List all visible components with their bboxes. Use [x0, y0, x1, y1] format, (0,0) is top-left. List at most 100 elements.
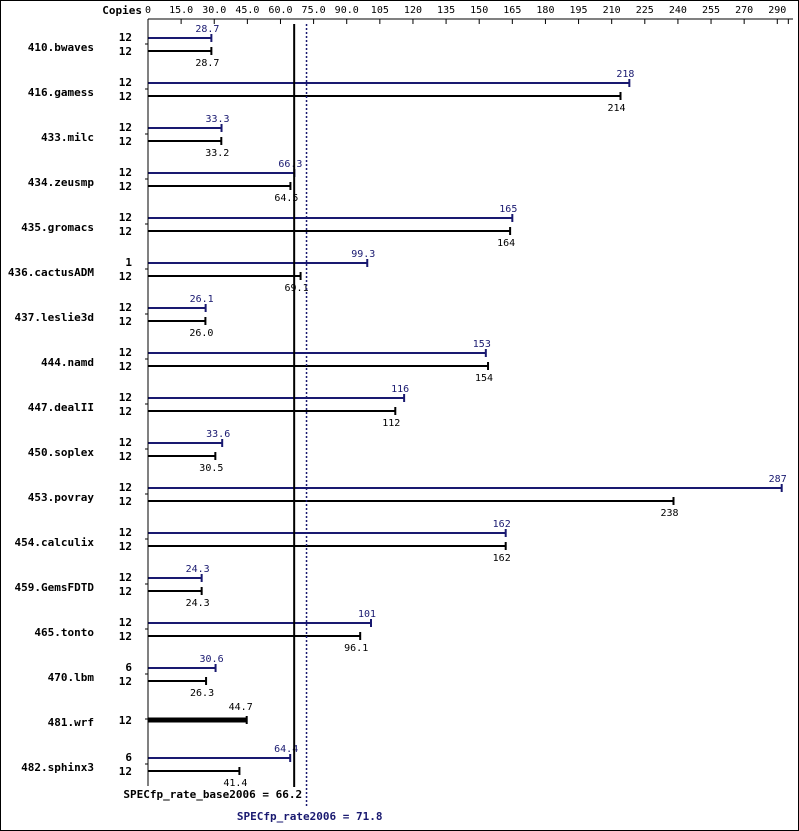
- benchmark-name: 435.gromacs: [21, 221, 94, 234]
- x-tick-label: 135: [437, 5, 455, 16]
- x-tick-label: 195: [570, 5, 588, 16]
- base-copies: 12: [119, 360, 132, 373]
- benchmark-name: 465.tonto: [34, 626, 94, 639]
- base-copies: 12: [119, 714, 132, 727]
- benchmark-name: 416.gamess: [28, 86, 94, 99]
- peak-value-label: 153: [473, 339, 491, 350]
- x-tick-label: 165: [503, 5, 521, 16]
- peak-copies: 12: [119, 436, 132, 449]
- base-value-label: 26.0: [189, 328, 213, 339]
- benchmark-name: 434.zeusmp: [28, 176, 95, 189]
- base-copies: 12: [119, 270, 132, 283]
- base-copies: 12: [119, 225, 132, 238]
- base-value-label: 24.3: [186, 598, 210, 609]
- base-copies: 12: [119, 540, 132, 553]
- x-tick-label: 120: [404, 5, 422, 16]
- base-copies: 12: [119, 630, 132, 643]
- base-value-label: 33.2: [205, 148, 229, 159]
- peak-copies: 12: [119, 481, 132, 494]
- base-copies: 12: [119, 90, 132, 103]
- x-tick-label: 255: [702, 5, 720, 16]
- x-tick-label: 0: [145, 5, 151, 16]
- peak-value-label: 66.3: [278, 159, 302, 170]
- copies-header: Copies: [102, 4, 142, 17]
- peak-value-label: 33.3: [205, 114, 229, 125]
- peak-value-label: 28.7: [195, 24, 219, 35]
- base-copies: 12: [119, 585, 132, 598]
- base-value-label: 41.4: [223, 778, 247, 789]
- peak-copies: 12: [119, 166, 132, 179]
- x-tick-label: 180: [536, 5, 554, 16]
- x-tick-label: 290: [768, 5, 786, 16]
- peak-value-label: 101: [358, 609, 376, 620]
- peak-value-label: 99.3: [351, 249, 375, 260]
- benchmark-name: 481.wrf: [48, 716, 94, 729]
- base-summary-label: SPECfp_rate_base2006 = 66.2: [123, 788, 302, 801]
- peak-value-label: 116: [391, 384, 409, 395]
- peak-copies: 1: [125, 256, 132, 269]
- base-copies: 12: [119, 135, 132, 148]
- peak-value-label: 287: [769, 474, 787, 485]
- peak-copies: 12: [119, 31, 132, 44]
- benchmark-name: 436.cactusADM: [8, 266, 94, 279]
- peak-copies: 12: [119, 526, 132, 539]
- x-tick-label: 45.0: [235, 5, 259, 16]
- base-value-label: 238: [660, 508, 678, 519]
- peak-copies: 12: [119, 571, 132, 584]
- peak-value-label: 64.4: [274, 744, 298, 755]
- benchmark-name: 444.namd: [41, 356, 94, 369]
- peak-copies: 12: [119, 616, 132, 629]
- x-tick-label: 105: [371, 5, 389, 16]
- x-tick-label: 210: [603, 5, 621, 16]
- x-tick-label: 30.0: [202, 5, 226, 16]
- benchmark-name: 437.leslie3d: [15, 311, 94, 324]
- base-value-label: 96.1: [344, 643, 368, 654]
- benchmark-name: 459.GemsFDTD: [15, 581, 95, 594]
- peak-copies: 6: [125, 751, 132, 764]
- benchmark-name: 482.sphinx3: [21, 761, 94, 774]
- x-tick-label: 90.0: [335, 5, 359, 16]
- peak-value-label: 26.1: [190, 294, 214, 305]
- benchmark-name: 447.dealII: [28, 401, 94, 414]
- base-value-label: 30.5: [199, 463, 223, 474]
- peak-copies: 12: [119, 346, 132, 359]
- peak-copies: 12: [119, 391, 132, 404]
- peak-value-label: 165: [499, 204, 517, 215]
- peak-copies: 12: [119, 211, 132, 224]
- base-value-label: 64.5: [274, 193, 298, 204]
- base-value-label: 214: [607, 103, 625, 114]
- x-tick-label: 60.0: [268, 5, 292, 16]
- benchmark-name: 433.milc: [41, 131, 94, 144]
- base-value-label: 112: [382, 418, 400, 429]
- base-copies: 12: [119, 495, 132, 508]
- base-value-label: 162: [493, 553, 511, 564]
- peak-value-label: 218: [616, 69, 634, 80]
- x-tick-label: 225: [636, 5, 654, 16]
- base-value-label: 164: [497, 238, 515, 249]
- peak-value-label: 24.3: [186, 564, 210, 575]
- benchmark-name: 453.povray: [28, 491, 95, 504]
- x-tick-label: 150: [470, 5, 488, 16]
- peak-summary-label: SPECfp_rate2006 = 71.8: [237, 810, 383, 823]
- base-copies: 12: [119, 450, 132, 463]
- peak-copies: 12: [119, 76, 132, 89]
- base-value-label: 154: [475, 373, 493, 384]
- peak-copies: 12: [119, 301, 132, 314]
- peak-value-label: 33.6: [206, 429, 230, 440]
- base-copies: 12: [119, 315, 132, 328]
- base-copies: 12: [119, 45, 132, 58]
- benchmark-name: 470.lbm: [48, 671, 95, 684]
- peak-value-label: 162: [493, 519, 511, 530]
- x-tick-label: 270: [735, 5, 753, 16]
- x-tick-label: 75.0: [302, 5, 326, 16]
- peak-copies: 6: [125, 661, 132, 674]
- base-copies: 12: [119, 405, 132, 418]
- peak-value-label: 30.6: [200, 654, 224, 665]
- base-value-label: 28.7: [195, 58, 219, 69]
- x-tick-label: 240: [669, 5, 687, 16]
- base-copies: 12: [119, 675, 132, 688]
- benchmark-name: 410.bwaves: [28, 41, 94, 54]
- x-tick-label: 15.0: [169, 5, 193, 16]
